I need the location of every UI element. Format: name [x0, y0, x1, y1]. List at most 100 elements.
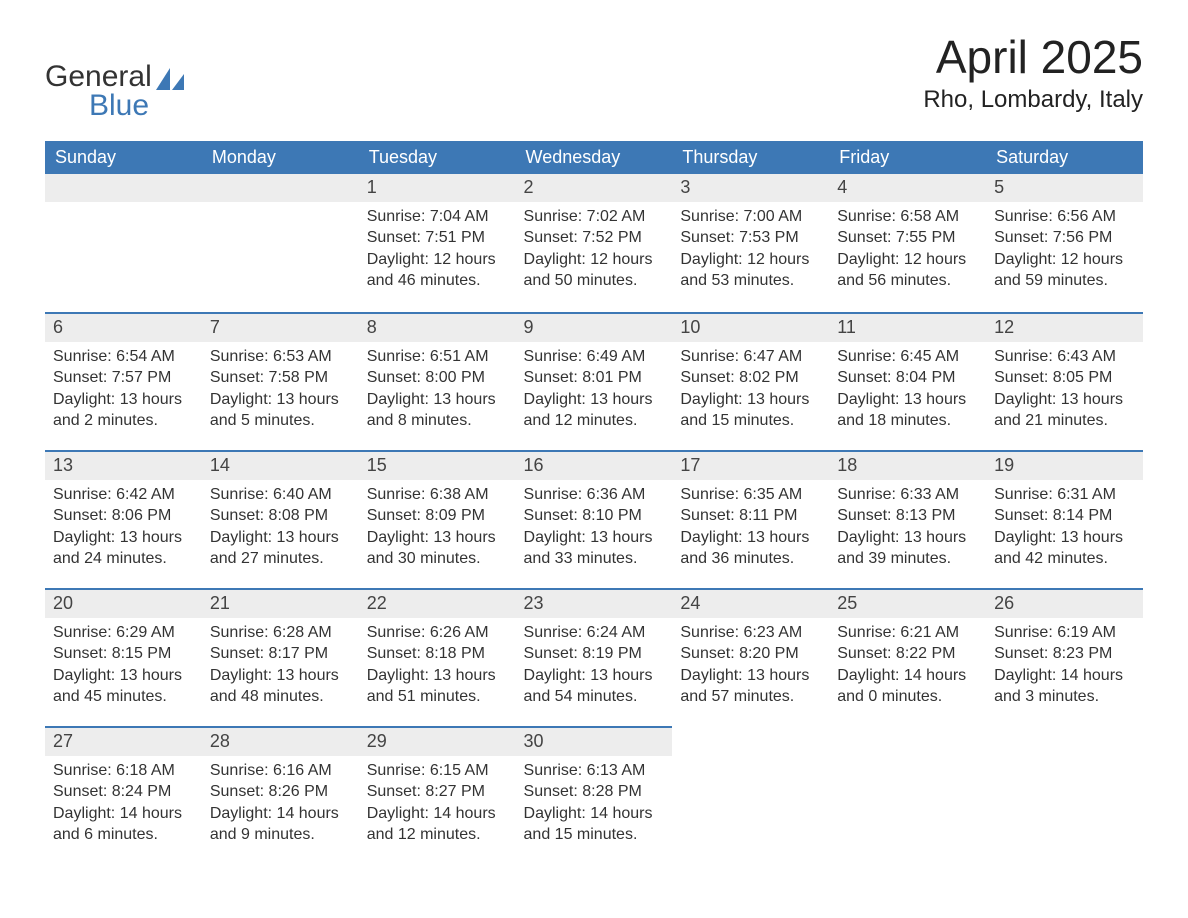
sunset-text: Sunset: 8:01 PM [524, 367, 665, 389]
weekday-header: Saturday [986, 141, 1143, 174]
sunset-text: Sunset: 8:13 PM [837, 505, 978, 527]
sunrise-text: Sunrise: 6:47 AM [680, 346, 821, 368]
day-number-strip: 23 [516, 588, 673, 617]
daylight-text: Daylight: 13 hours and 8 minutes. [367, 389, 508, 432]
calendar-day-cell: 27Sunrise: 6:18 AMSunset: 8:24 PMDayligh… [45, 726, 202, 864]
day-number-strip [202, 174, 359, 201]
calendar-week-row: 27Sunrise: 6:18 AMSunset: 8:24 PMDayligh… [45, 726, 1143, 864]
calendar-day-cell: 20Sunrise: 6:29 AMSunset: 8:15 PMDayligh… [45, 588, 202, 726]
calendar-day-cell: 7Sunrise: 6:53 AMSunset: 7:58 PMDaylight… [202, 312, 359, 450]
calendar-week-row: 1Sunrise: 7:04 AMSunset: 7:51 PMDaylight… [45, 174, 1143, 312]
sunset-text: Sunset: 8:20 PM [680, 643, 821, 665]
calendar-week-row: 13Sunrise: 6:42 AMSunset: 8:06 PMDayligh… [45, 450, 1143, 588]
day-number-strip: 25 [829, 588, 986, 617]
calendar-day-cell: 23Sunrise: 6:24 AMSunset: 8:19 PMDayligh… [516, 588, 673, 726]
day-number-strip: 2 [516, 174, 673, 201]
calendar-day-cell [986, 726, 1143, 864]
calendar-day-cell: 2Sunrise: 7:02 AMSunset: 7:52 PMDaylight… [516, 174, 673, 312]
sunset-text: Sunset: 7:57 PM [53, 367, 194, 389]
day-body: Sunrise: 6:49 AMSunset: 8:01 PMDaylight:… [516, 342, 673, 440]
calendar-day-cell: 3Sunrise: 7:00 AMSunset: 7:53 PMDaylight… [672, 174, 829, 312]
daylight-text: Daylight: 14 hours and 12 minutes. [367, 803, 508, 846]
calendar-day-cell: 30Sunrise: 6:13 AMSunset: 8:28 PMDayligh… [516, 726, 673, 864]
day-number-strip: 1 [359, 174, 516, 201]
calendar-day-cell: 9Sunrise: 6:49 AMSunset: 8:01 PMDaylight… [516, 312, 673, 450]
daylight-text: Daylight: 13 hours and 12 minutes. [524, 389, 665, 432]
day-body: Sunrise: 6:47 AMSunset: 8:02 PMDaylight:… [672, 342, 829, 440]
daylight-text: Daylight: 13 hours and 54 minutes. [524, 665, 665, 708]
day-body: Sunrise: 6:54 AMSunset: 7:57 PMDaylight:… [45, 342, 202, 440]
sunrise-text: Sunrise: 6:56 AM [994, 206, 1135, 228]
daylight-text: Daylight: 12 hours and 50 minutes. [524, 249, 665, 292]
daylight-text: Daylight: 13 hours and 57 minutes. [680, 665, 821, 708]
calendar-table: Sunday Monday Tuesday Wednesday Thursday… [45, 141, 1143, 864]
calendar-day-cell: 26Sunrise: 6:19 AMSunset: 8:23 PMDayligh… [986, 588, 1143, 726]
day-body: Sunrise: 6:26 AMSunset: 8:18 PMDaylight:… [359, 618, 516, 716]
sunrise-text: Sunrise: 6:36 AM [524, 484, 665, 506]
daylight-text: Daylight: 13 hours and 27 minutes. [210, 527, 351, 570]
day-body: Sunrise: 6:40 AMSunset: 8:08 PMDaylight:… [202, 480, 359, 578]
day-body: Sunrise: 6:13 AMSunset: 8:28 PMDaylight:… [516, 756, 673, 854]
sunrise-text: Sunrise: 7:02 AM [524, 206, 665, 228]
daylight-text: Daylight: 13 hours and 18 minutes. [837, 389, 978, 432]
daylight-text: Daylight: 13 hours and 39 minutes. [837, 527, 978, 570]
day-body: Sunrise: 6:21 AMSunset: 8:22 PMDaylight:… [829, 618, 986, 716]
calendar-day-cell: 14Sunrise: 6:40 AMSunset: 8:08 PMDayligh… [202, 450, 359, 588]
calendar-day-cell: 28Sunrise: 6:16 AMSunset: 8:26 PMDayligh… [202, 726, 359, 864]
daylight-text: Daylight: 14 hours and 6 minutes. [53, 803, 194, 846]
sunset-text: Sunset: 7:58 PM [210, 367, 351, 389]
sunset-text: Sunset: 8:14 PM [994, 505, 1135, 527]
day-number-strip: 13 [45, 450, 202, 479]
day-body: Sunrise: 6:23 AMSunset: 8:20 PMDaylight:… [672, 618, 829, 716]
brand-text-1: General [45, 60, 152, 93]
day-number-strip: 26 [986, 588, 1143, 617]
day-body: Sunrise: 6:51 AMSunset: 8:00 PMDaylight:… [359, 342, 516, 440]
day-number-strip: 9 [516, 312, 673, 341]
day-body: Sunrise: 6:42 AMSunset: 8:06 PMDaylight:… [45, 480, 202, 578]
day-body: Sunrise: 6:35 AMSunset: 8:11 PMDaylight:… [672, 480, 829, 578]
sunset-text: Sunset: 8:15 PM [53, 643, 194, 665]
calendar-day-cell: 8Sunrise: 6:51 AMSunset: 8:00 PMDaylight… [359, 312, 516, 450]
sunrise-text: Sunrise: 6:15 AM [367, 760, 508, 782]
day-number-strip: 6 [45, 312, 202, 341]
day-body: Sunrise: 6:43 AMSunset: 8:05 PMDaylight:… [986, 342, 1143, 440]
weekday-header: Tuesday [359, 141, 516, 174]
day-number-strip: 8 [359, 312, 516, 341]
calendar-day-cell [45, 174, 202, 312]
daylight-text: Daylight: 12 hours and 53 minutes. [680, 249, 821, 292]
sunset-text: Sunset: 8:27 PM [367, 781, 508, 803]
day-number-strip: 4 [829, 174, 986, 201]
sunrise-text: Sunrise: 6:49 AM [524, 346, 665, 368]
sunrise-text: Sunrise: 6:53 AM [210, 346, 351, 368]
sunset-text: Sunset: 8:23 PM [994, 643, 1135, 665]
day-number-strip: 21 [202, 588, 359, 617]
day-body: Sunrise: 6:36 AMSunset: 8:10 PMDaylight:… [516, 480, 673, 578]
sunrise-text: Sunrise: 6:16 AM [210, 760, 351, 782]
title-block: April 2025 Rho, Lombardy, Italy [923, 30, 1143, 114]
day-body: Sunrise: 7:04 AMSunset: 7:51 PMDaylight:… [359, 202, 516, 300]
day-number-strip: 24 [672, 588, 829, 617]
day-body: Sunrise: 7:02 AMSunset: 7:52 PMDaylight:… [516, 202, 673, 300]
location-text: Rho, Lombardy, Italy [923, 86, 1143, 114]
daylight-text: Daylight: 13 hours and 21 minutes. [994, 389, 1135, 432]
sunrise-text: Sunrise: 7:00 AM [680, 206, 821, 228]
sunset-text: Sunset: 8:05 PM [994, 367, 1135, 389]
daylight-text: Daylight: 14 hours and 9 minutes. [210, 803, 351, 846]
sunrise-text: Sunrise: 7:04 AM [367, 206, 508, 228]
daylight-text: Daylight: 13 hours and 33 minutes. [524, 527, 665, 570]
calendar-day-cell: 16Sunrise: 6:36 AMSunset: 8:10 PMDayligh… [516, 450, 673, 588]
daylight-text: Daylight: 13 hours and 5 minutes. [210, 389, 351, 432]
calendar-week-row: 6Sunrise: 6:54 AMSunset: 7:57 PMDaylight… [45, 312, 1143, 450]
sunrise-text: Sunrise: 6:43 AM [994, 346, 1135, 368]
calendar-day-cell: 17Sunrise: 6:35 AMSunset: 8:11 PMDayligh… [672, 450, 829, 588]
calendar-day-cell: 29Sunrise: 6:15 AMSunset: 8:27 PMDayligh… [359, 726, 516, 864]
sunrise-text: Sunrise: 6:24 AM [524, 622, 665, 644]
day-number-strip: 12 [986, 312, 1143, 341]
day-body: Sunrise: 6:19 AMSunset: 8:23 PMDaylight:… [986, 618, 1143, 716]
sunrise-text: Sunrise: 6:19 AM [994, 622, 1135, 644]
sunset-text: Sunset: 7:51 PM [367, 227, 508, 249]
calendar-day-cell: 4Sunrise: 6:58 AMSunset: 7:55 PMDaylight… [829, 174, 986, 312]
calendar-day-cell [829, 726, 986, 864]
day-number-strip: 16 [516, 450, 673, 479]
brand-text-2: Blue [89, 89, 228, 123]
